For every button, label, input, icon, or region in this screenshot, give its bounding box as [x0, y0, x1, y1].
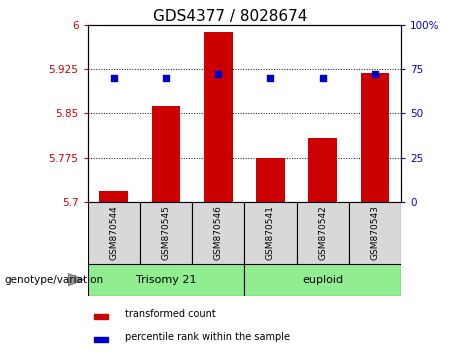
Point [267, 75, 274, 81]
Point [162, 75, 170, 81]
Text: percentile rank within the sample: percentile rank within the sample [125, 332, 290, 342]
Bar [308, 138, 337, 202]
Bar [361, 73, 389, 202]
Bar [244, 202, 296, 264]
Bar [244, 264, 401, 296]
Point [371, 72, 378, 77]
Bar [88, 264, 244, 296]
Text: GSM870545: GSM870545 [161, 205, 171, 260]
Text: GSM870541: GSM870541 [266, 205, 275, 260]
Bar [296, 202, 349, 264]
Point [110, 75, 118, 81]
Text: GDS4377 / 8028674: GDS4377 / 8028674 [154, 9, 307, 24]
Text: GSM870543: GSM870543 [371, 205, 379, 260]
Text: GSM870546: GSM870546 [214, 205, 223, 260]
Text: GSM870542: GSM870542 [318, 205, 327, 260]
Bar [256, 158, 285, 202]
Bar [152, 106, 180, 202]
Bar [140, 202, 192, 264]
Point [319, 75, 326, 81]
Bar [88, 202, 140, 264]
Text: transformed count: transformed count [125, 309, 216, 319]
Bar [99, 191, 128, 202]
Bar [94, 337, 108, 342]
Bar [349, 202, 401, 264]
Bar [94, 314, 108, 319]
Bar [192, 202, 244, 264]
Text: euploid: euploid [302, 275, 343, 285]
Text: GSM870544: GSM870544 [109, 205, 118, 260]
Point [214, 72, 222, 77]
Text: Trisomy 21: Trisomy 21 [136, 275, 196, 285]
Polygon shape [68, 273, 84, 286]
Text: genotype/variation: genotype/variation [5, 275, 104, 285]
Bar [204, 32, 232, 202]
